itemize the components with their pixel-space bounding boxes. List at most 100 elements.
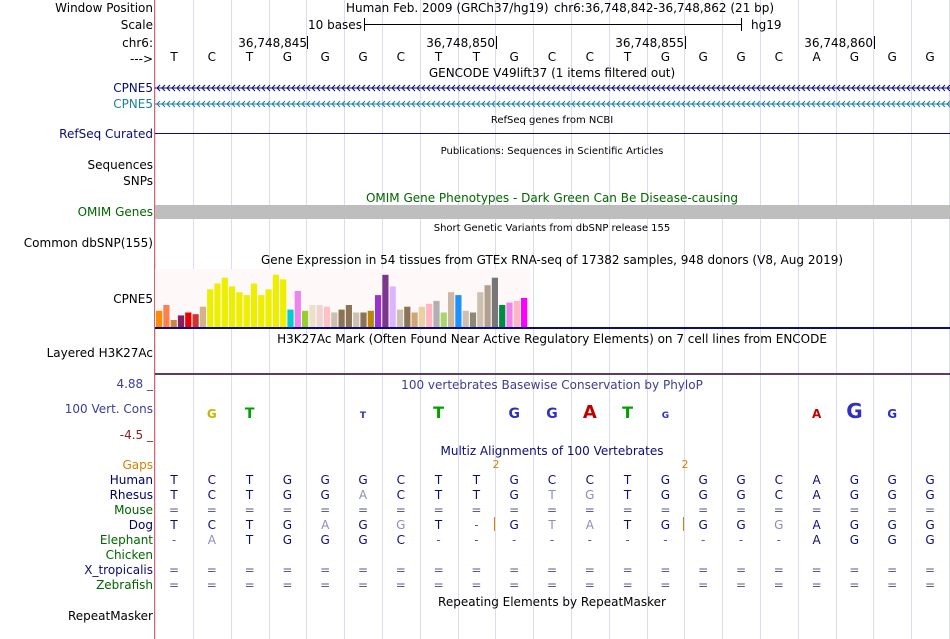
snps-label[interactable]: SNPs — [123, 174, 153, 188]
gtex-bar[interactable] — [506, 302, 513, 327]
species-label[interactable]: Dog — [128, 518, 153, 532]
refseq-gene-line[interactable] — [155, 133, 950, 134]
alignment-base: = — [395, 503, 406, 517]
gtex-bar[interactable] — [389, 286, 396, 327]
strand-chevron — [876, 84, 881, 92]
gtex-bar[interactable] — [185, 312, 192, 328]
gtex-bar[interactable] — [433, 300, 440, 327]
gtex-bar[interactable] — [170, 320, 177, 327]
omim-title[interactable]: OMIM Gene Phenotypes - Dark Green Can Be… — [365, 191, 739, 205]
gtex-bar[interactable] — [477, 292, 484, 327]
gencode-item-cpne5-alt[interactable]: CPNE5 — [113, 97, 153, 111]
gtex-bar[interactable] — [513, 300, 520, 327]
gtex-bar[interactable] — [499, 305, 506, 327]
species-label[interactable]: Zebrafish — [96, 578, 153, 592]
gtex-bar[interactable] — [207, 289, 214, 327]
gtex-bar[interactable] — [440, 312, 447, 328]
gtex-bar[interactable] — [287, 309, 294, 327]
gtex-bar[interactable] — [360, 312, 367, 328]
gtex-bar[interactable] — [345, 305, 352, 327]
gtex-bar[interactable] — [462, 310, 469, 327]
gtex-bar[interactable] — [418, 306, 425, 327]
gtex-bar[interactable] — [221, 277, 228, 327]
gtex-bar[interactable] — [294, 291, 301, 327]
gtex-bar[interactable] — [426, 303, 433, 327]
gtex-bar[interactable] — [309, 305, 316, 327]
gtex-bar[interactable] — [156, 310, 163, 327]
gtex-bar[interactable] — [250, 283, 258, 328]
strand-chevron — [891, 84, 896, 92]
gtex-bar[interactable] — [272, 274, 279, 327]
phylop-label[interactable]: 100 Vert. Cons — [64, 402, 153, 416]
omim-label[interactable]: OMIM Genes — [77, 205, 153, 219]
gtex-bar[interactable] — [214, 283, 221, 328]
phylop-title[interactable]: 100 vertebrates Basewise Conservation by… — [401, 378, 703, 392]
gtex-bar[interactable] — [163, 305, 170, 327]
strand-chevron — [576, 100, 581, 108]
alignment-base: - — [776, 533, 781, 547]
sequences-label[interactable]: Sequences — [87, 158, 153, 172]
gencode-title[interactable]: GENCODE V49lift37 (1 items filtered out) — [428, 66, 676, 80]
gtex-bar[interactable] — [491, 277, 498, 327]
gtex-bar[interactable] — [455, 295, 462, 327]
gtex-bar[interactable] — [484, 285, 491, 327]
gtex-bar[interactable] — [396, 309, 404, 327]
gtex-bar[interactable] — [323, 306, 331, 327]
repeatmasker-label[interactable]: RepeatMasker — [67, 609, 153, 623]
gtex-bar[interactable] — [199, 306, 206, 327]
gtex-bar[interactable] — [229, 286, 236, 327]
repeatmasker-title[interactable]: Repeating Elements by RepeatMasker — [438, 595, 666, 609]
gtex-bar[interactable] — [382, 274, 389, 327]
position-text[interactable]: chr6:36,748,842-36,748,862 (21 bp) — [554, 1, 775, 15]
gtex-bar[interactable] — [331, 312, 338, 328]
gtex-bar[interactable] — [469, 312, 477, 328]
gencode-gene-lines[interactable] — [155, 82, 950, 112]
gtex-bar[interactable] — [280, 279, 287, 327]
strand-chevron — [881, 100, 886, 108]
gtex-bar[interactable] — [258, 295, 265, 327]
gtex-bar[interactable] — [316, 305, 323, 327]
dbsnp-label[interactable]: Common dbSNP(155) — [23, 236, 153, 250]
gtex-bar[interactable] — [375, 295, 382, 327]
gtex-bar[interactable] — [353, 312, 360, 328]
gtex-bar[interactable] — [521, 298, 528, 327]
alignment-base: T — [170, 473, 178, 487]
species-label[interactable]: Chicken — [105, 548, 153, 562]
multiz-title[interactable]: Multiz Alignments of 100 Vertebrates — [440, 444, 664, 458]
gtex-label[interactable]: CPNE5 — [113, 292, 153, 306]
gtex-bar[interactable] — [302, 310, 309, 327]
gencode-item-cpne5[interactable]: CPNE5 — [113, 81, 153, 95]
species-label[interactable]: Mouse — [114, 503, 153, 517]
gtex-bar[interactable] — [338, 309, 345, 327]
strand-chevron — [661, 84, 666, 92]
refseq-label[interactable]: RefSeq Curated — [59, 127, 153, 141]
species-label[interactable]: Rhesus — [109, 488, 153, 502]
strand-chevron — [476, 100, 481, 108]
strand-chevron — [936, 84, 941, 92]
species-label[interactable]: X_tropicalis — [84, 563, 153, 577]
h3k27ac-label[interactable]: Layered H3K27Ac — [46, 346, 153, 360]
dbsnp-title[interactable]: Short Genetic Variants from dbSNP releas… — [433, 223, 671, 234]
gtex-bar[interactable] — [411, 312, 418, 328]
strand-chevron — [431, 100, 436, 108]
gtex-bar[interactable] — [177, 315, 185, 327]
h3k27ac-title[interactable]: H3K27Ac Mark (Often Found Near Active Re… — [277, 332, 827, 346]
gtex-bar[interactable] — [448, 292, 455, 327]
gtex-bar[interactable] — [367, 310, 374, 327]
gap-count: 2 — [681, 458, 689, 471]
omim-feature-bar[interactable] — [155, 205, 950, 219]
species-label[interactable]: Human — [109, 473, 153, 487]
gtex-bar[interactable] — [243, 295, 250, 327]
refseq-title[interactable]: RefSeq genes from NCBI — [490, 115, 614, 126]
gtex-bar[interactable] — [404, 306, 411, 327]
gtex-bar[interactable] — [192, 314, 199, 327]
assembly-text[interactable]: Human Feb. 2009 (GRCh37/hg19) — [346, 1, 549, 15]
gtex-bar[interactable] — [236, 292, 243, 327]
gtex-bar[interactable] — [265, 289, 272, 327]
species-label[interactable]: Elephant — [99, 533, 153, 547]
strand-chevron — [181, 84, 186, 92]
gtex-title[interactable]: Gene Expression in 54 tissues from GTEx … — [260, 253, 844, 267]
gtex-bar-chart[interactable] — [155, 269, 950, 331]
publications-title[interactable]: Publications: Sequences in Scientific Ar… — [440, 146, 664, 157]
